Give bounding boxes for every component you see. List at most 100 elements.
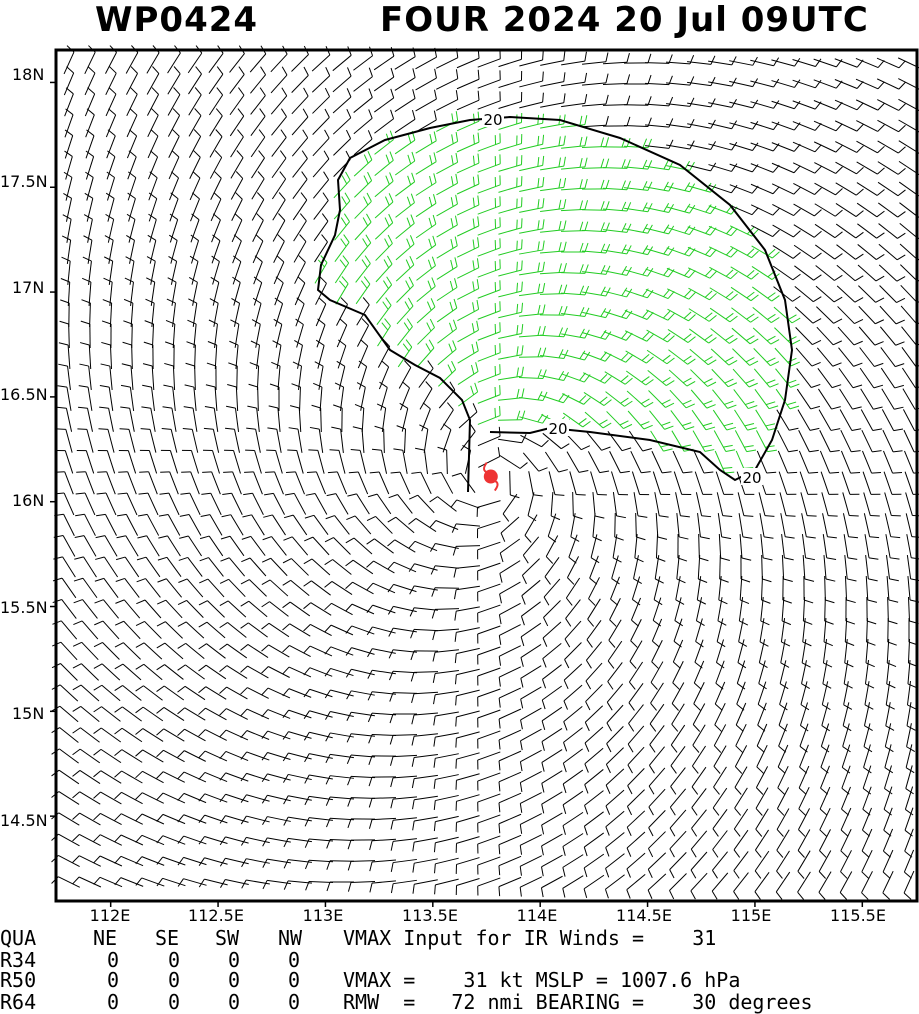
wind-barb <box>821 702 830 732</box>
wind-barb <box>539 284 568 295</box>
wind-barb <box>903 870 915 900</box>
wind-barb <box>666 76 695 86</box>
wind-barb <box>730 286 759 302</box>
wind-barb <box>666 140 695 150</box>
wind-barb <box>241 557 267 577</box>
table-header-se: SE <box>155 926 180 950</box>
row-r50-nw: 0 <box>288 968 301 992</box>
wind-barb <box>168 255 178 285</box>
wind-barb <box>415 194 437 218</box>
wind-barb <box>270 87 288 115</box>
wind-barb <box>626 390 654 408</box>
wind-barb <box>561 350 591 361</box>
wind-barb <box>72 812 101 826</box>
wind-barb <box>477 238 501 257</box>
wind-barb <box>434 857 459 874</box>
wind-barb <box>156 877 186 887</box>
wind-barb <box>324 559 352 575</box>
wind-barb <box>583 874 605 899</box>
wind-barb <box>646 349 675 365</box>
wind-barb <box>498 813 522 834</box>
wind-barb <box>502 493 518 522</box>
wind-barb <box>753 347 780 367</box>
wind-barb <box>731 327 759 345</box>
wind-barb <box>198 750 228 762</box>
wind-barb <box>282 645 311 657</box>
wind-barb <box>667 308 696 322</box>
wind-barb <box>127 171 137 201</box>
wind-barb <box>585 684 603 711</box>
wind-barb <box>190 234 200 264</box>
wind-barb <box>85 129 95 159</box>
storm-id-title: WP0424 <box>95 0 259 40</box>
wind-barb <box>312 129 330 157</box>
wind-barb <box>627 768 645 795</box>
wind-barb <box>114 727 143 743</box>
wind-barb <box>240 708 270 720</box>
wind-barb <box>773 286 801 302</box>
wind-barb <box>452 545 481 556</box>
wind-barb <box>412 879 438 894</box>
wind-barb <box>95 535 118 557</box>
wind-barb <box>823 555 836 582</box>
wind-barb <box>857 223 885 239</box>
wind-barb <box>509 470 520 499</box>
wind-barb <box>856 202 885 218</box>
wind-barb <box>584 411 612 429</box>
wind-barb <box>282 688 312 698</box>
wind-barb <box>455 878 480 895</box>
wind-barb <box>560 178 588 191</box>
wind-barb <box>292 192 308 221</box>
wind-barb <box>886 575 899 603</box>
wind-barb <box>708 56 737 66</box>
wind-barb <box>336 297 348 326</box>
wind-barb <box>733 851 749 879</box>
wind-barb <box>55 471 74 495</box>
wind-barb <box>266 449 283 474</box>
wind-barb <box>862 765 872 795</box>
wind-barb <box>777 450 798 474</box>
wind-barb <box>334 382 345 411</box>
wind-barb <box>757 681 767 711</box>
wind-barb <box>251 192 265 221</box>
wind-barb <box>345 581 374 595</box>
wind-barb <box>456 195 480 216</box>
wind-barb <box>211 234 221 264</box>
wind-barb <box>687 267 717 279</box>
wind-barb <box>396 297 414 325</box>
wind-barb <box>369 880 396 893</box>
wind-barb <box>169 171 179 201</box>
wind-barb <box>562 854 584 877</box>
wind-barb <box>756 744 768 774</box>
wind-barb <box>303 602 332 616</box>
wind-barb <box>324 624 354 636</box>
wind-barb <box>156 813 186 825</box>
wind-barb <box>245 449 262 474</box>
wind-barb <box>708 120 738 130</box>
contour-label-bg <box>482 110 504 127</box>
lat-label-14-5n: 14.5N <box>0 811 48 830</box>
wind-barb <box>157 578 183 598</box>
wind-barb <box>541 749 563 772</box>
wind-barb <box>114 749 143 763</box>
wind-barb <box>353 130 373 156</box>
wind-barb <box>219 686 248 700</box>
wind-barb <box>325 796 354 806</box>
wind-barb <box>882 849 894 879</box>
wind-barb <box>631 471 650 496</box>
wind-barb <box>456 216 480 237</box>
wind-barb <box>477 196 501 215</box>
wind-barb <box>436 90 459 111</box>
wind-barb <box>859 367 884 389</box>
wind-barb <box>148 192 158 222</box>
wind-barb <box>886 660 896 689</box>
wind-barb <box>106 150 116 180</box>
wind-barb <box>604 371 633 385</box>
wind-barb <box>884 744 894 774</box>
wind-barb <box>261 794 291 804</box>
wind-barb <box>582 73 609 86</box>
wind-barb <box>395 193 415 218</box>
wind-barb <box>856 161 885 175</box>
wind-barb <box>498 666 522 687</box>
wind-barb <box>581 243 611 254</box>
